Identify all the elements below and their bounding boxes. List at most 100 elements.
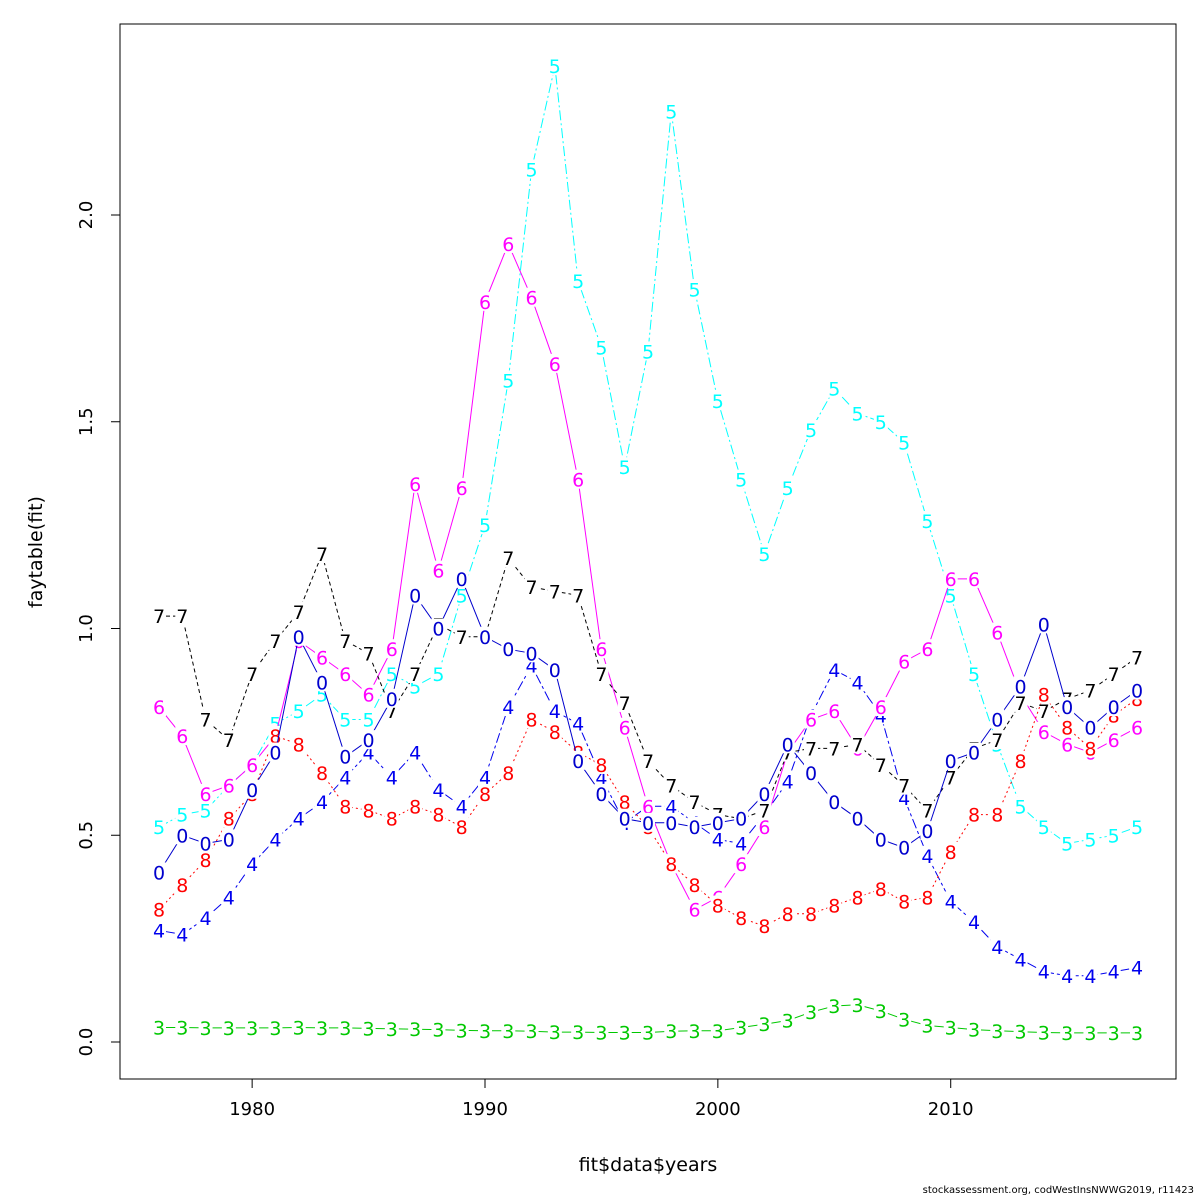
point-mask [850,994,865,1014]
data-point-3: 3 [339,1018,351,1040]
point-mask [571,1022,586,1042]
data-point-7: 7 [1038,701,1050,723]
data-point-6: 6 [549,354,561,376]
data-point-3: 3 [246,1018,258,1040]
data-point-4: 4 [852,672,864,694]
point-mask [501,763,516,783]
data-point-4: 4 [246,854,258,876]
data-point-4: 4 [968,912,980,934]
point-mask [827,738,842,758]
data-point-4: 4 [316,792,328,814]
data-point-7: 7 [200,709,212,731]
point-mask [315,647,329,667]
data-point-0: 0 [363,730,375,752]
point-mask [1106,961,1121,981]
data-point-5: 5 [712,391,724,413]
data-point-4: 4 [432,780,444,802]
point-mask [827,996,842,1016]
point-mask [547,701,562,721]
point-mask [897,891,912,911]
data-point-3: 3 [223,1018,235,1040]
point-mask [967,1019,981,1039]
data-point-7: 7 [1131,647,1143,669]
data-point-0: 0 [828,792,840,814]
point-mask [268,630,283,650]
point-mask [431,804,446,824]
data-point-4: 4 [921,846,933,868]
data-point-0: 0 [712,813,724,835]
point-mask [501,548,516,568]
data-point-0: 0 [595,784,607,806]
point-mask [268,742,283,762]
point-mask [454,796,469,816]
point-mask [1060,717,1075,737]
point-mask [967,663,981,683]
data-point-7: 7 [689,792,701,814]
point-mask [1083,1022,1098,1042]
point-mask [268,1017,283,1037]
data-point-0: 0 [619,809,631,831]
data-point-8: 8 [828,896,840,918]
point-mask [897,837,912,857]
point-mask [175,874,190,894]
data-point-3: 3 [945,1018,957,1040]
point-mask [152,862,166,882]
data-point-3: 3 [363,1018,375,1040]
data-point-3: 3 [269,1018,281,1040]
point-mask [245,854,260,874]
point-mask [1060,833,1075,853]
point-mask [641,341,655,361]
data-point-6: 6 [805,709,817,731]
point-mask [897,651,912,671]
point-mask [990,936,1005,956]
point-mask [501,639,516,659]
data-point-3: 3 [153,1018,165,1040]
data-point-0: 0 [782,734,794,756]
data-point-8: 8 [991,805,1003,827]
data-point-7: 7 [246,664,258,686]
point-mask [617,1022,632,1042]
point-mask [175,1017,190,1037]
series-7: 7777777777777777777777777777777777777777… [152,544,1144,831]
point-mask [920,639,935,659]
data-point-3: 3 [1131,1023,1143,1045]
data-point-7: 7 [176,606,188,628]
point-mask [1083,829,1098,849]
data-point-8: 8 [595,755,607,777]
data-point-8: 8 [549,722,561,744]
point-mask [454,816,469,836]
data-point-3: 3 [619,1022,631,1044]
point-mask [315,1017,329,1037]
data-point-7: 7 [409,664,421,686]
data-point-5: 5 [875,412,887,434]
point-mask [152,697,166,717]
data-point-3: 3 [1015,1022,1027,1044]
data-point-4: 4 [409,743,421,765]
data-point-4: 4 [293,809,305,831]
data-point-7: 7 [153,606,165,628]
point-mask [617,457,632,477]
point-mask [431,779,446,799]
data-point-6: 6 [363,685,375,707]
data-point-8: 8 [1038,685,1050,707]
point-mask [1013,949,1028,969]
point-mask [780,771,795,791]
point-mask [617,692,632,712]
point-mask [804,1002,818,1022]
point-mask [384,767,399,787]
point-mask [268,726,283,746]
point-mask [338,663,353,683]
point-mask [478,515,492,535]
point-mask [175,825,190,845]
data-point-0: 0 [1061,697,1073,719]
data-point-7: 7 [898,776,910,798]
point-mask [827,792,842,812]
point-mask [920,800,935,820]
data-point-5: 5 [293,701,305,723]
data-point-5: 5 [432,664,444,686]
point-mask [384,639,399,659]
point-mask [408,796,423,816]
point-mask [547,581,562,601]
